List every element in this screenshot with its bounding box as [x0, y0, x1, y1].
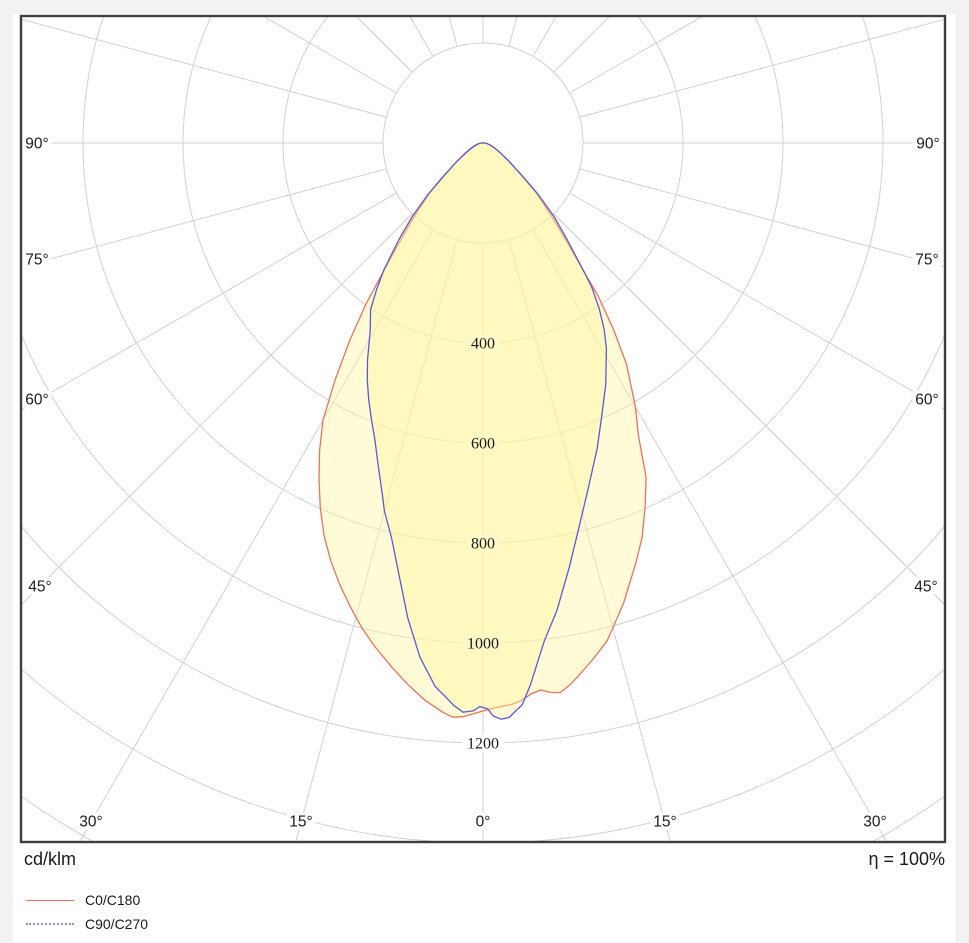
- ring-label-chip: [466, 334, 500, 352]
- unit-label: cd/klm: [24, 849, 77, 869]
- ring-label-chip: [461, 634, 505, 652]
- angle-label-chip: [22, 390, 52, 408]
- grid-ray: [21, 192, 397, 411]
- curve-c90-c270: [366, 142, 608, 720]
- angle-label-chip: [472, 812, 494, 830]
- grid-ray: [295, 239, 458, 842]
- legend-item-c90-c270: C90/C270: [26, 912, 148, 936]
- angle-label: 30°: [79, 814, 102, 831]
- angle-label: 75°: [915, 252, 938, 269]
- ring-label: 1000: [467, 636, 499, 653]
- ring-labels: 400 600 800 1000 1200 90° 75° 60° 45° 30° 15° 0° 15°…: [22, 134, 943, 831]
- grid-ray: [579, 18, 945, 118]
- angle-label-chip: [860, 812, 890, 830]
- grid-ray: [21, 18, 387, 118]
- chart-border: [19, 14, 947, 844]
- grid-ray: [78, 229, 434, 842]
- angle-label: 45°: [28, 579, 51, 596]
- ring-label: 800: [471, 536, 495, 553]
- legend: C0/C180 C90/C270: [26, 888, 148, 936]
- efficiency-label: η = 100%: [868, 849, 945, 869]
- legend-item-c0-c180: C0/C180: [26, 888, 148, 912]
- grid-ray: [569, 16, 704, 94]
- angle-label-chip: [286, 812, 316, 830]
- angle-label-chip: [911, 577, 941, 595]
- legend-label-c0-c180: C0/C180: [85, 892, 141, 908]
- angle-label-chip: [25, 577, 55, 595]
- angle-label: 60°: [25, 392, 48, 409]
- grid-ray: [508, 239, 671, 842]
- angle-label: 90°: [25, 136, 48, 153]
- angle-label: 75°: [25, 252, 48, 269]
- c90-c270-line-swatch: [26, 923, 74, 925]
- angle-label: 90°: [916, 136, 939, 153]
- angle-label: 0°: [476, 814, 491, 831]
- angle-label: 30°: [863, 814, 886, 831]
- angle-label: 15°: [653, 814, 676, 831]
- grid-ray: [262, 16, 397, 94]
- ring-label: 1200: [467, 736, 499, 753]
- grid-ray: [553, 213, 945, 606]
- curve-c0-c180: [318, 142, 647, 718]
- angle-label: 15°: [289, 814, 312, 831]
- angle-label-chip: [22, 250, 52, 268]
- ring-label-chip: [466, 434, 500, 452]
- ring-label: 600: [471, 436, 495, 453]
- angle-label: 60°: [915, 392, 938, 409]
- angle-label-chip: [650, 812, 680, 830]
- angle-label: 45°: [914, 579, 937, 596]
- c0-c180-line-swatch: [26, 899, 74, 901]
- ring-label-chip: [466, 534, 500, 552]
- angle-label-chip: [76, 812, 106, 830]
- ring-label: 400: [471, 336, 495, 353]
- grid-ray: [21, 213, 413, 606]
- legend-label-c90-c270: C90/C270: [85, 916, 149, 932]
- grid-ray: [21, 168, 387, 268]
- angle-label-chip: [912, 390, 942, 408]
- grid-ray: [579, 168, 945, 268]
- ring-label-chip: [461, 734, 505, 752]
- grid-ray: [569, 192, 945, 411]
- angle-label-chip: [22, 134, 52, 152]
- angle-label-chip: [912, 250, 942, 268]
- angle-label-chip: [913, 134, 943, 152]
